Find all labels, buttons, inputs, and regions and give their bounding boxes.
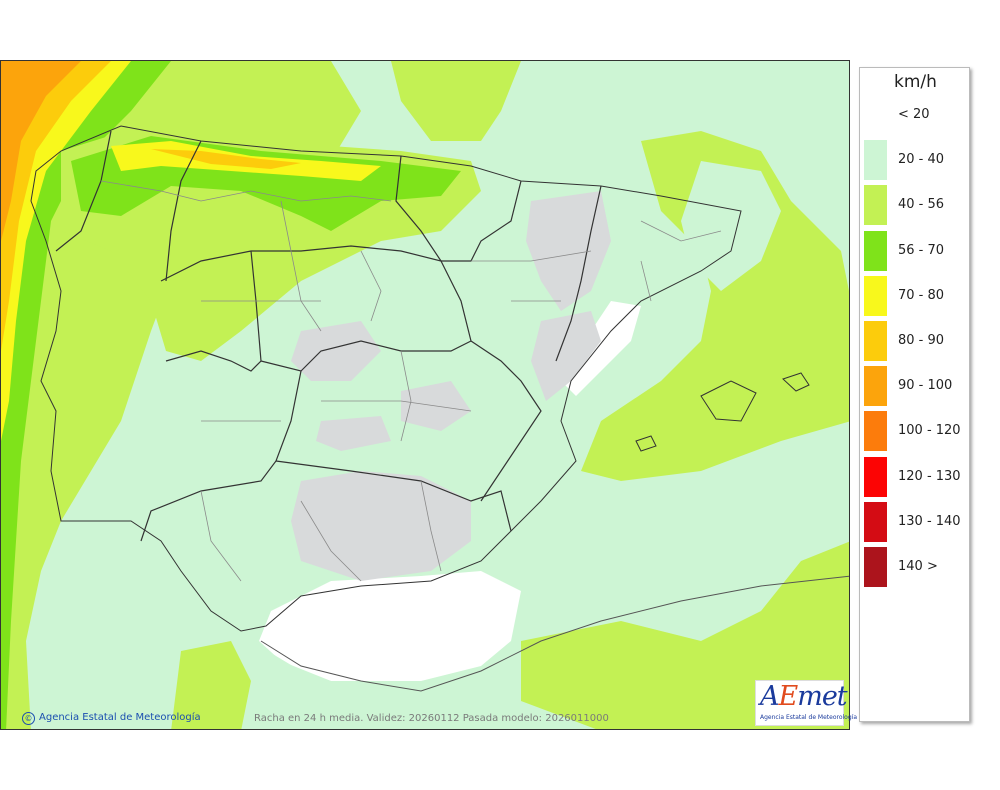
legend-label: 56 - 70 [898,242,945,258]
legend-item: 140 > [864,547,968,589]
legend-swatch [864,140,887,181]
legend-swatch [864,411,887,452]
map-canvas [1,61,849,729]
legend-item: 40 - 56 [864,185,968,227]
aemet-logo-wordmark: AEmet [760,681,848,712]
cantabrian-band-80-90 [151,149,301,169]
balearic-islands [635,372,810,452]
legend-label: 120 - 130 [898,468,961,484]
legend-label: 140 > [898,559,938,574]
atlantic-band-80-90 [1,61,111,351]
legend-item: 80 - 90 [864,321,968,363]
wind-gust-map [0,60,850,730]
legend-swatch [864,547,887,587]
legend-item: 130 - 140 [864,501,968,544]
aemet-logo: AEmet Agencia Estatal de Meteorología [755,680,857,726]
africa-coastline [260,575,849,692]
legend-swatch [864,366,887,407]
legend-label: 80 - 90 [898,333,945,348]
legend-label: 100 - 120 [898,423,961,439]
atlantic-band-56-70 [1,61,171,729]
logo-letter-e: E [778,681,799,712]
iberia-coastline [30,125,742,632]
wind-legend: km/h < 20 20 - 40 40 - 56 56 - 70 70 - 80 80 … [859,67,970,722]
logo-letter-a: A [760,681,779,712]
med-band-40-56-north [581,131,849,481]
africa-band-20-40 [251,641,521,729]
legend-label: < 20 [898,107,930,122]
logo-letters-met: met [797,681,847,712]
legend-item: 70 - 80 [864,275,968,318]
legend-swatch [864,456,887,497]
legend-label: 130 - 140 [898,513,961,529]
legend-item: 20 - 40 [864,140,968,182]
copyright-icon: © [22,712,35,725]
legend-label: 90 - 100 [898,378,953,394]
alboran-calm-zone [259,571,521,681]
legend-label: 20 - 40 [898,152,945,168]
legend-item: 100 - 120 [864,411,968,453]
legend-swatch [864,501,887,542]
valencia-calm-zone [561,301,641,396]
terrain-shading [291,191,611,581]
legend-item: 56 - 70 [864,230,968,273]
legend-swatch [864,230,887,271]
legend-swatch [864,321,887,361]
aemet-logo-subtitle: Agencia Estatal de Meteorología [760,714,857,721]
legend-label: 40 - 56 [898,197,945,213]
legend-swatch [864,185,887,226]
map-caption: Racha en 24 h media. Validez: 20260112 P… [254,713,609,724]
legend-label: 70 - 80 [898,287,945,303]
legend-unit: km/h [894,72,937,92]
biscay-band-40-56 [391,61,521,141]
africa-band-40-56 [171,641,251,729]
med-band-20-40-interior [681,161,781,291]
province-borders [100,180,722,582]
credit-text: Agencia Estatal de Meteorología [39,712,201,723]
legend-item: 90 - 100 [864,366,968,408]
atlantic-band-90-100 [1,61,81,241]
legend-swatch [864,275,887,316]
legend-item: < 20 [864,95,968,137]
legend-item: 120 - 130 [864,456,968,499]
credit-line: © Agencia Estatal de Meteorología [22,712,201,725]
legend-swatch [864,95,887,135]
